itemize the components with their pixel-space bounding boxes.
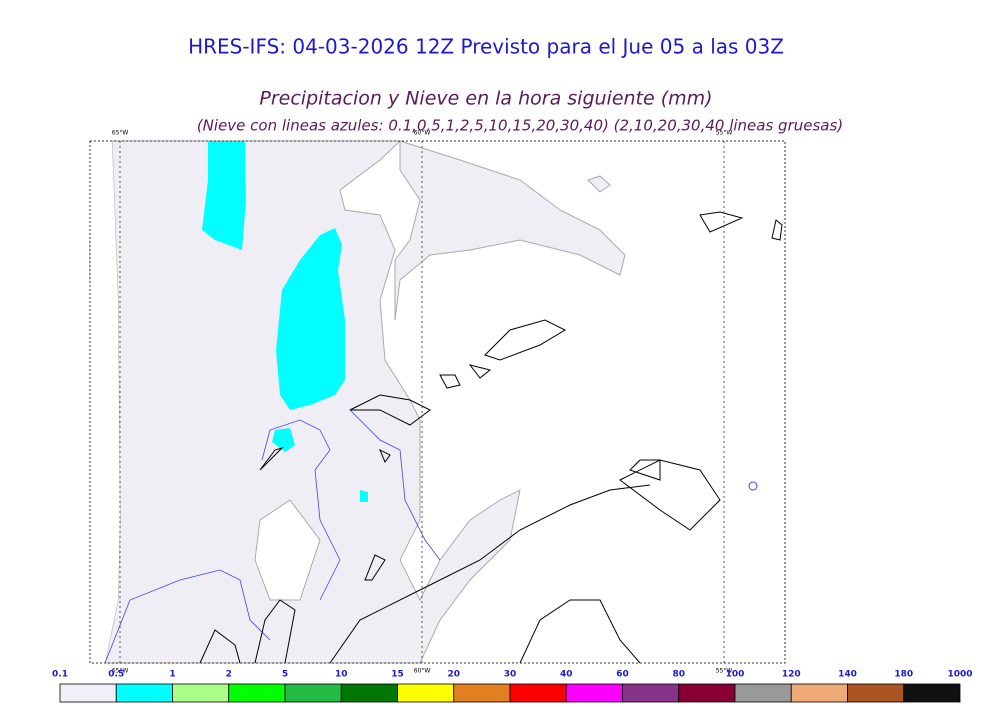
colorbar-label: 1000 [947,670,972,680]
colorbar-segment [565,683,623,703]
colorbar-label: 1 [169,670,175,680]
meridian-label: 55°W [716,130,733,137]
colorbar-segment [509,683,567,703]
clear-area [254,499,321,601]
colorbar-label: 120 [782,670,801,680]
colorbar-segment [847,683,905,703]
colorbar-label: 2 [226,670,232,680]
colorbar-label: 60 [616,670,629,680]
colorbar-label: 80 [672,670,685,680]
colorbar-label: 180 [894,670,913,680]
colorbar-segment [903,683,961,703]
colorbar-label: 30 [504,670,517,680]
subtitle: Precipitacion y Nieve en la hora siguien… [259,88,712,110]
colorbar-segment [340,683,398,703]
snow-area [394,140,626,321]
colorbar-segment [453,683,511,703]
colorbar-segment [790,683,848,703]
colorbar-segment [397,683,455,703]
colorbar-label: 40 [560,670,573,680]
colorbar-label: 15 [391,670,404,680]
colorbar-segment [734,683,792,703]
land [90,141,120,663]
snow-blob [272,428,295,452]
colorbar-label: 140 [838,670,857,680]
colorbar-segment [622,683,680,703]
snow-contour [748,481,758,491]
meridian-label: 65°W [112,130,129,137]
colorbar-segment [678,683,736,703]
colorbar-segment [59,683,117,703]
coastline [329,484,651,664]
colorbar-label: 100 [726,670,745,680]
coastline [199,211,783,664]
colorbar-segment [115,683,173,703]
meridian-label: 60°W [414,668,431,675]
meridian-label: 60°W [414,130,431,137]
colorbar-segment [284,683,342,703]
snow-blob [360,490,368,502]
colorbar-segment [172,683,230,703]
snow-area [587,175,611,193]
title: HRES-IFS: 04-03-2026 12Z Previsto para e… [188,35,784,59]
colorbar-segment [228,683,286,703]
colorbar-label: 5 [282,670,288,680]
map: 65°W 60°W 55°W 65°W 60°W 55°W [89,130,786,675]
snow-blob [276,228,345,410]
meridian-label: 55°W [716,668,733,675]
snow-blob [202,141,246,250]
meridian-label: 65°W [112,668,129,675]
colorbar-label: 20 [447,670,460,680]
colorbar-label: 10 [335,670,348,680]
colorbar-label: 0.1 [52,670,68,680]
snow-contour [104,409,441,664]
map-frame [89,140,786,664]
colorbar: 0.1 0.5 1 2 5 10 15 20 30 40 60 80 100 120 140 180 1000 [52,670,973,703]
colorbar-label: 0.5 [108,670,124,680]
note: (Nieve con lineas azules: 0.1,0.5,1,2,5,… [197,117,843,135]
